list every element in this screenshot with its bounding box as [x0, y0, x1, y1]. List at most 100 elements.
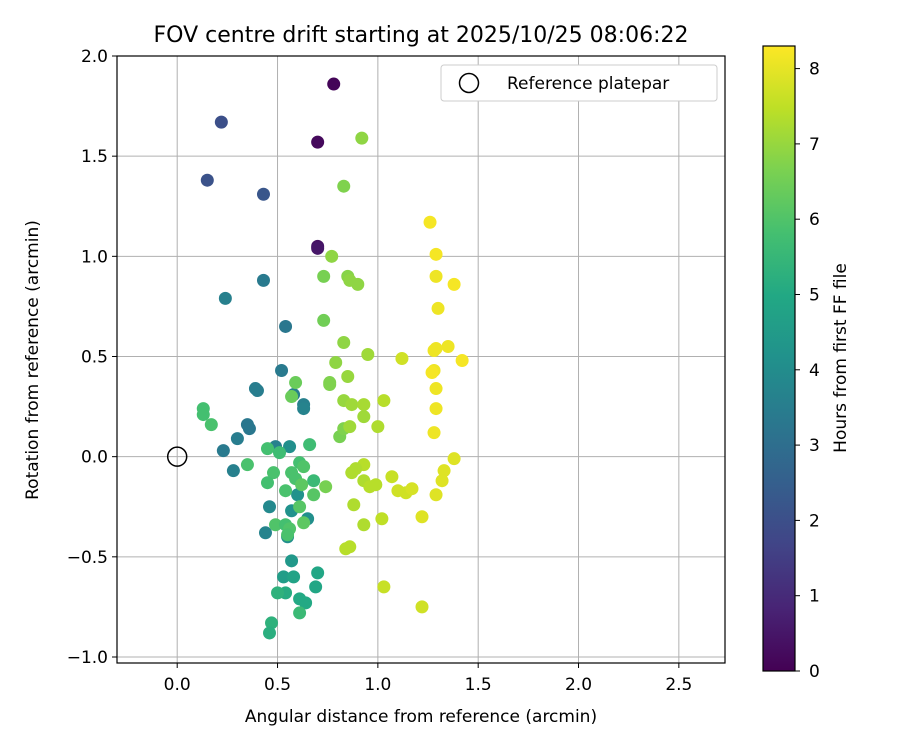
y-tick-label: 0.0 — [81, 448, 108, 468]
data-point — [230, 432, 244, 446]
data-point — [375, 512, 389, 526]
colorbar-tick-label: 5 — [809, 285, 820, 305]
data-point — [283, 440, 297, 454]
data-point — [385, 470, 399, 484]
data-point — [281, 528, 295, 542]
data-point — [260, 442, 274, 456]
y-tick-label: −0.5 — [67, 548, 108, 568]
data-point — [307, 488, 321, 502]
data-point — [347, 498, 361, 512]
data-point — [269, 518, 283, 532]
data-point — [435, 474, 449, 488]
data-point — [285, 390, 299, 404]
x-tick-label: 0.5 — [264, 675, 291, 695]
data-point — [256, 187, 270, 201]
data-point — [369, 478, 383, 492]
colorbar-tick-label: 4 — [809, 361, 820, 381]
data-point — [273, 446, 287, 460]
data-point — [291, 488, 305, 502]
data-point — [337, 179, 351, 193]
data-point — [297, 402, 311, 416]
chart-title: FOV centre drift starting at 2025/10/25 … — [154, 23, 689, 48]
data-point — [297, 516, 311, 530]
x-tick-label: 2.5 — [665, 675, 692, 695]
data-point — [295, 478, 309, 492]
x-tick-label: 0.0 — [164, 675, 191, 695]
data-point — [309, 580, 323, 594]
data-point — [323, 376, 337, 390]
reference-platepar-marker — [166, 446, 188, 467]
data-point — [226, 464, 240, 478]
data-point — [377, 394, 391, 408]
data-point — [267, 466, 281, 480]
data-point — [293, 606, 307, 620]
data-points — [196, 77, 469, 640]
data-point — [345, 466, 359, 480]
data-point — [429, 488, 443, 502]
y-tick-label: 1.0 — [81, 247, 108, 267]
data-point — [355, 131, 369, 145]
data-point — [429, 402, 443, 416]
data-point — [200, 173, 214, 187]
data-point — [271, 586, 285, 600]
data-point — [256, 273, 270, 287]
data-point — [317, 313, 331, 327]
data-point — [277, 570, 291, 584]
data-point — [279, 484, 293, 498]
colorbar: 0 1 2 3 4 5 6 7 8 Hours from first FF file — [762, 45, 851, 682]
reference-marker — [166, 446, 188, 467]
data-point — [293, 500, 307, 514]
data-point — [447, 452, 461, 466]
data-point — [260, 476, 274, 490]
data-point — [395, 351, 409, 365]
data-point — [285, 554, 299, 568]
colorbar-ticks: 0 1 2 3 4 5 6 7 8 — [795, 60, 820, 682]
data-point — [319, 480, 333, 494]
data-point — [303, 438, 317, 452]
colorbar-label: Hours from first FF file — [831, 263, 851, 453]
data-point — [311, 566, 325, 580]
data-point — [343, 420, 357, 434]
data-point — [218, 291, 232, 305]
colorbar-tick-label: 1 — [809, 587, 820, 607]
data-point — [265, 616, 279, 630]
colorbar-tick-label: 2 — [809, 511, 820, 531]
data-point — [250, 384, 264, 398]
data-point — [357, 518, 371, 532]
data-point — [415, 510, 429, 524]
data-point — [377, 580, 391, 594]
data-point — [423, 215, 437, 229]
data-point — [279, 319, 293, 333]
data-point — [345, 398, 359, 412]
data-point — [447, 277, 461, 291]
data-point — [341, 370, 355, 384]
y-tick-label: 1.5 — [81, 147, 108, 167]
data-point — [361, 347, 375, 361]
data-point — [415, 600, 429, 614]
x-axis-ticks: 0.0 0.5 1.0 1.5 2.0 2.5 — [164, 663, 692, 695]
data-point — [357, 410, 371, 424]
data-point — [311, 241, 325, 255]
y-tick-label: −1.0 — [67, 648, 108, 668]
data-point — [214, 115, 228, 129]
colorbar-tick-label: 3 — [809, 436, 820, 456]
data-point — [275, 364, 289, 378]
colorbar-tick-label: 8 — [809, 60, 820, 80]
data-point — [204, 418, 218, 432]
data-point — [437, 464, 451, 478]
y-axis-label: Rotation from reference (arcmin) — [23, 220, 43, 500]
data-point — [289, 376, 303, 390]
data-point — [263, 500, 277, 514]
data-point — [429, 341, 443, 355]
colorbar-tick-label: 6 — [809, 210, 820, 230]
grid-lines — [117, 55, 725, 663]
x-tick-label: 1.0 — [364, 675, 391, 695]
data-point — [351, 277, 365, 291]
data-point — [263, 626, 277, 640]
data-point — [429, 269, 443, 283]
data-point — [371, 420, 385, 434]
data-point — [258, 526, 272, 540]
legend-box — [440, 64, 718, 102]
data-point — [429, 247, 443, 261]
